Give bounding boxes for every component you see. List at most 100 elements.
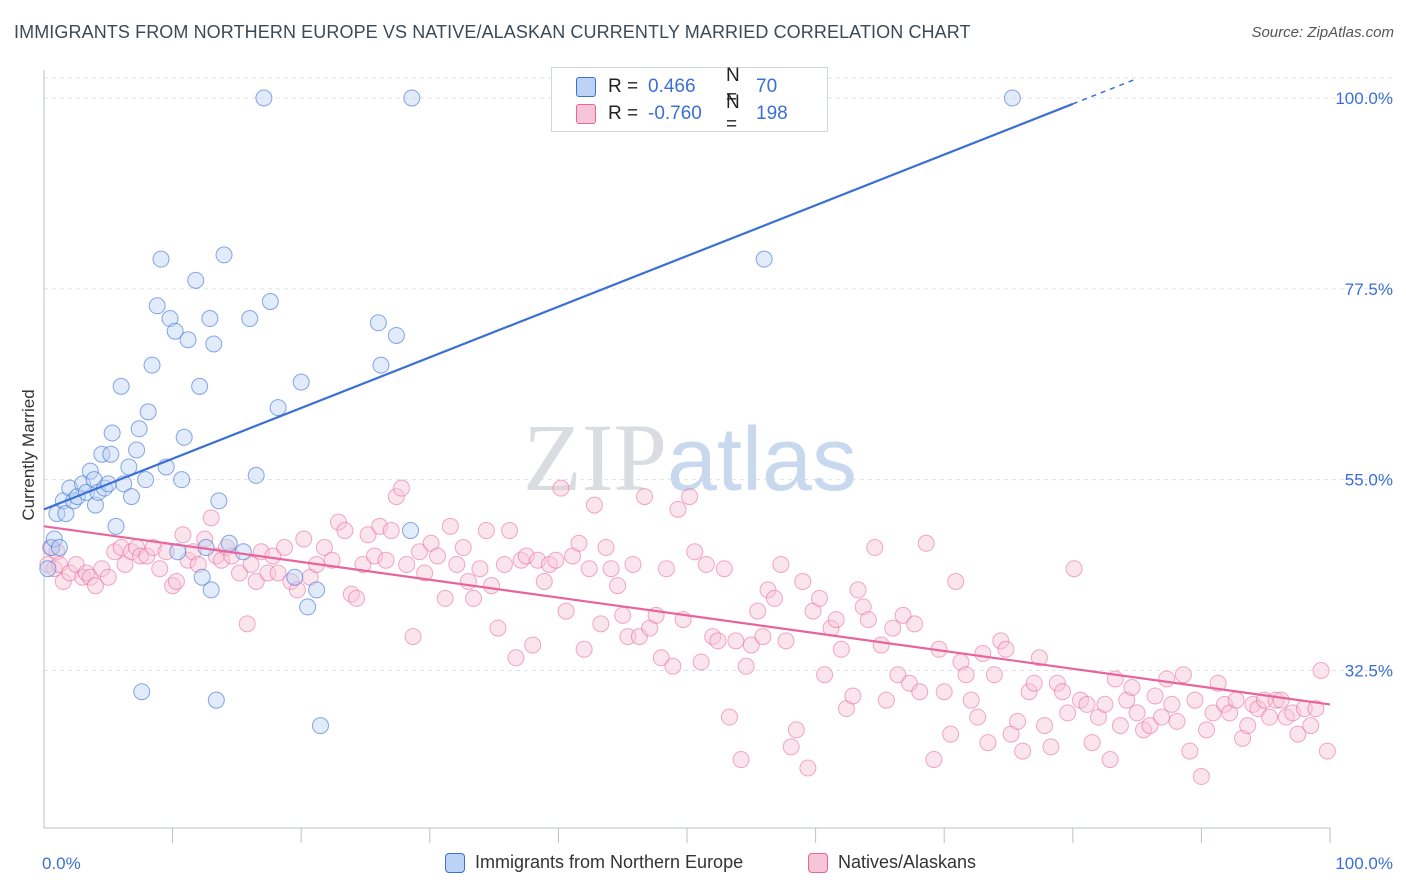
natives-point xyxy=(1234,729,1252,747)
natives-point xyxy=(535,572,553,590)
natives-point xyxy=(329,513,347,531)
immigrants-point xyxy=(130,420,148,438)
natives-point xyxy=(547,551,565,569)
immigrants-point xyxy=(57,505,75,523)
natives-point xyxy=(854,598,872,616)
natives-point xyxy=(889,666,907,684)
immigrants-point xyxy=(137,471,155,489)
natives-point xyxy=(1153,708,1171,726)
natives-point xyxy=(664,657,682,675)
natives-point xyxy=(969,708,987,726)
natives-trend-line xyxy=(43,525,1331,706)
natives-point xyxy=(354,555,372,573)
natives-point xyxy=(754,628,772,646)
natives-point xyxy=(1111,717,1129,735)
natives-point xyxy=(557,602,575,620)
natives-point xyxy=(570,534,588,552)
immigrants-point xyxy=(403,89,421,107)
natives-point xyxy=(336,522,354,540)
natives-point xyxy=(1186,691,1204,709)
natives-point xyxy=(697,555,715,573)
natives-point xyxy=(189,555,207,573)
natives-point xyxy=(454,539,472,557)
legend-r-value: -0.760 xyxy=(648,103,702,124)
natives-point xyxy=(151,560,169,578)
natives-point xyxy=(844,687,862,705)
natives-point xyxy=(1042,738,1060,756)
immigrants-point xyxy=(175,428,193,446)
natives-point xyxy=(359,526,377,544)
natives-point xyxy=(749,602,767,620)
immigrants-point xyxy=(152,250,170,268)
immigrants-point xyxy=(387,326,405,344)
immigrants-points xyxy=(39,89,1021,735)
natives-point xyxy=(884,619,902,637)
immigrants-point xyxy=(286,568,304,586)
immigrants-point xyxy=(308,581,326,599)
series-legend-natives: Natives/Alaskans xyxy=(808,852,976,873)
natives-point xyxy=(732,751,750,769)
immigrants-point xyxy=(1003,89,1021,107)
natives-point xyxy=(436,589,454,607)
natives-point xyxy=(1014,742,1032,760)
immigrants-trend-extension xyxy=(1072,77,1138,105)
natives-point xyxy=(1025,674,1043,692)
natives-point xyxy=(1198,721,1216,739)
natives-point xyxy=(737,657,755,675)
legend-r-label: R = xyxy=(608,103,639,124)
natives-point xyxy=(1209,674,1227,692)
natives-point xyxy=(859,611,877,629)
natives-point xyxy=(398,555,416,573)
natives-point xyxy=(906,615,924,633)
natives-point xyxy=(174,526,192,544)
immigrants-point xyxy=(102,445,120,463)
natives-point xyxy=(1181,742,1199,760)
natives-point xyxy=(1192,768,1210,786)
natives-point xyxy=(1123,678,1141,696)
legend-n-value: 198 xyxy=(756,103,788,124)
natives-point xyxy=(86,577,104,595)
natives-point xyxy=(592,615,610,633)
natives-point xyxy=(794,572,812,590)
y-axis-title: Currently Married xyxy=(19,389,38,520)
natives-point xyxy=(1312,662,1330,679)
natives-point xyxy=(935,683,953,701)
natives-point xyxy=(1158,670,1176,688)
natives-point xyxy=(602,560,620,578)
natives-point xyxy=(1020,683,1038,701)
natives-point xyxy=(1118,691,1136,709)
natives-point xyxy=(1048,674,1066,692)
immigrants-point xyxy=(50,539,68,557)
immigrants-point xyxy=(215,246,233,264)
natives-point xyxy=(692,653,710,671)
natives-point xyxy=(985,666,1003,684)
natives-point xyxy=(1168,712,1186,730)
grid-lines xyxy=(44,77,1395,671)
natives-point xyxy=(765,589,783,607)
natives-point xyxy=(347,589,365,607)
immigrants-point xyxy=(112,377,130,395)
legend-swatch-pink xyxy=(576,104,596,124)
natives-point xyxy=(112,539,130,557)
natives-point xyxy=(1054,683,1072,701)
natives-point xyxy=(259,564,277,582)
y-tick-label: 55.0% xyxy=(1345,471,1393,490)
immigrants-point xyxy=(241,310,259,328)
immigrants-point xyxy=(261,293,279,311)
correlation-legend: R = 0.466 N = 70 R = -0.760 N = 198 xyxy=(551,65,828,135)
immigrants-point xyxy=(122,488,140,506)
natives-point xyxy=(81,568,99,586)
natives-point xyxy=(247,572,265,590)
natives-point xyxy=(99,568,117,586)
natives-point xyxy=(54,572,72,590)
natives-point xyxy=(877,691,895,709)
natives-point xyxy=(962,691,980,709)
natives-point xyxy=(1078,695,1096,713)
natives-point xyxy=(465,589,483,607)
natives-point xyxy=(507,649,525,667)
series-label: Natives/Alaskans xyxy=(838,852,977,872)
immigrants-point xyxy=(205,335,223,353)
natives-point xyxy=(495,555,513,573)
natives-point xyxy=(787,721,805,739)
immigrants-point xyxy=(202,581,220,599)
